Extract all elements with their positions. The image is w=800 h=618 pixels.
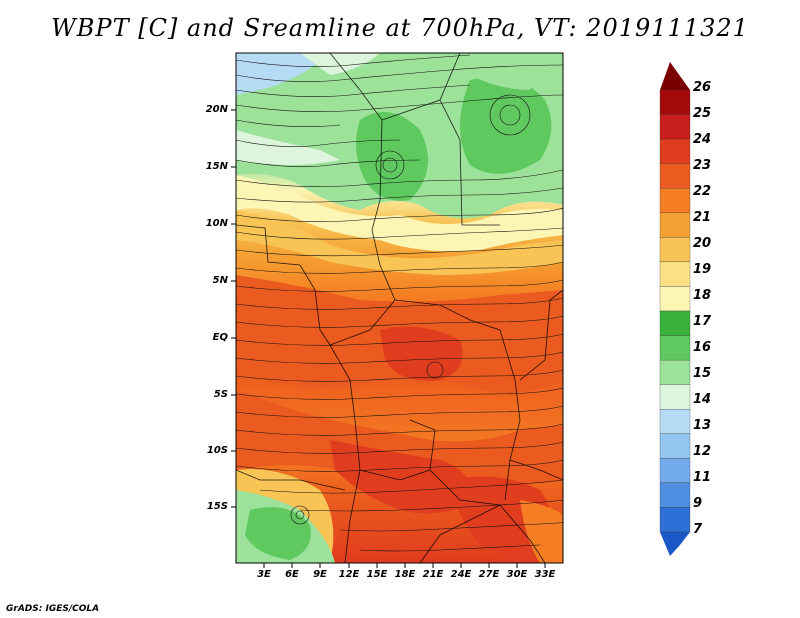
- colorbar-swatch: [659, 310, 691, 336]
- lat-label-20n: 20N: [205, 104, 228, 115]
- colorbar: [659, 89, 691, 533]
- colorbar-swatch: [659, 482, 691, 508]
- colorbar-swatch: [659, 286, 691, 312]
- lon-label-6e: 6E: [285, 569, 299, 580]
- colorbar-swatch: [659, 261, 691, 287]
- colorbar-label: 17: [693, 314, 712, 329]
- colorbar-swatch: [659, 138, 691, 164]
- colorbar-swatch: [659, 409, 691, 434]
- colorbar-label: 16: [693, 340, 712, 355]
- map-title: WBPT [C] and Sreamline at 700hPa, VT: 20…: [51, 14, 749, 42]
- colorbar-label: 21: [693, 210, 712, 225]
- colorbar-label: 13: [693, 418, 712, 433]
- colorbar-bottom-arrow: [660, 532, 690, 556]
- colorbar-label: 15: [693, 366, 712, 381]
- credit-text: GrADS: IGES/COLA: [6, 604, 100, 614]
- lat-label-5n: 5N: [212, 275, 228, 286]
- colorbar-label: 18: [693, 288, 712, 303]
- colorbar-swatch: [659, 384, 691, 410]
- lat-label-10s: 10S: [206, 445, 228, 456]
- lat-label-eq: EQ: [212, 332, 228, 343]
- country-boundaries: [236, 53, 563, 563]
- wbpt-field: [236, 53, 563, 563]
- lon-label-27e: 27E: [478, 569, 500, 580]
- colorbar-label: 14: [693, 392, 712, 407]
- colorbar-label: 22: [693, 184, 712, 199]
- lon-label-3e: 3E: [257, 569, 271, 580]
- lon-label-12e: 12E: [338, 569, 360, 580]
- lat-label-5s: 5S: [213, 389, 228, 400]
- colorbar-swatch: [659, 359, 691, 385]
- lon-label-30e: 30E: [506, 569, 528, 580]
- colorbar-swatch: [659, 507, 691, 533]
- lon-label-24e: 24E: [450, 569, 472, 580]
- colorbar-swatch: [659, 89, 691, 115]
- colorbar-swatch: [659, 188, 691, 213]
- lat-label-15s: 15S: [206, 501, 228, 512]
- colorbar-label: 19: [693, 262, 712, 277]
- lon-label-21e: 21E: [422, 569, 444, 580]
- colorbar-top-arrow: [660, 62, 690, 90]
- lat-ticks: [231, 109, 236, 508]
- colorbar-label: 12: [693, 444, 712, 459]
- lon-label-9e: 9E: [313, 569, 327, 580]
- colorbar-label: 9: [693, 496, 703, 511]
- colorbar-swatch: [659, 433, 691, 459]
- lat-label-10n: 10N: [205, 218, 228, 229]
- colorbar-label: 26: [693, 80, 712, 95]
- lat-label-15n: 15N: [205, 161, 228, 172]
- lon-ticks: [263, 563, 546, 568]
- colorbar-label: 7: [693, 522, 703, 537]
- colorbar-swatch: [659, 335, 691, 361]
- streamlines: [236, 54, 563, 552]
- lon-label-15e: 15E: [366, 569, 388, 580]
- lon-label-33e: 33E: [534, 569, 556, 580]
- lon-label-18e: 18E: [394, 569, 416, 580]
- colorbar-label: 23: [693, 158, 712, 173]
- colorbar-label: 11: [693, 470, 712, 485]
- colorbar-label: 24: [693, 132, 712, 147]
- colorbar-label: 25: [693, 106, 712, 121]
- colorbar-swatch: [659, 163, 691, 189]
- colorbar-label: 20: [693, 236, 712, 251]
- colorbar-swatch: [659, 237, 691, 263]
- colorbar-swatch: [659, 458, 691, 484]
- colorbar-swatch: [659, 212, 691, 238]
- colorbar-swatch: [659, 114, 691, 140]
